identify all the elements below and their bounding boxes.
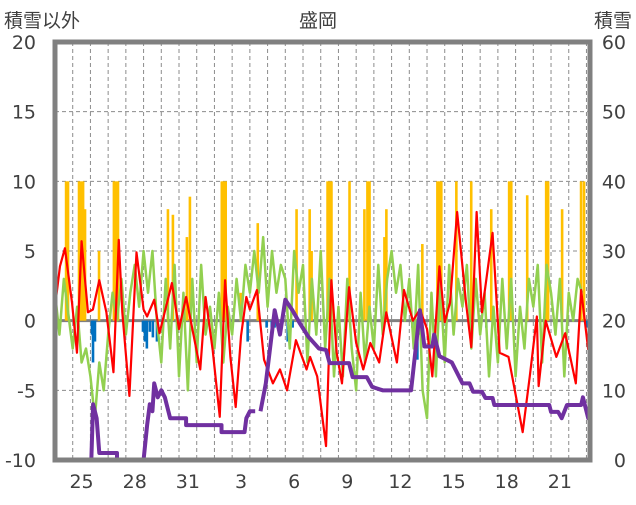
- bar-positive: [83, 209, 87, 321]
- left-tick-label: 0: [24, 311, 36, 333]
- lines: [53, 210, 592, 462]
- right-tick-label: 10: [602, 380, 626, 402]
- x-tick-label: 9: [341, 471, 353, 493]
- left-tick-label: 15: [12, 102, 36, 124]
- left-tick-label: 20: [12, 32, 36, 54]
- bar-negative: [91, 320, 95, 363]
- x-tick-label: 12: [388, 471, 412, 493]
- x-tick-label: 18: [495, 471, 519, 493]
- right-axis-label: 積雪: [594, 10, 632, 32]
- bar-negative: [93, 320, 97, 342]
- left-tick-label: 5: [24, 241, 36, 263]
- right-tick-label: 40: [602, 171, 626, 193]
- bar-positive: [385, 209, 388, 321]
- x-tick-label: 3: [235, 471, 247, 493]
- bar-negative: [291, 320, 294, 328]
- x-tick-label: 6: [288, 471, 300, 493]
- bar-positive: [368, 181, 371, 321]
- bar-negative: [143, 320, 147, 342]
- x-tick-label: 21: [548, 471, 572, 493]
- bar-positive: [363, 209, 366, 321]
- bar-positive: [366, 181, 369, 321]
- bar-positive: [579, 181, 583, 321]
- bar-positive: [421, 244, 424, 321]
- x-tick-label: 31: [176, 471, 200, 493]
- bar-positive: [348, 181, 351, 321]
- bar-negative: [585, 320, 589, 328]
- bar-positive: [185, 237, 189, 321]
- x-tick-label: 15: [441, 471, 465, 493]
- bar-positive: [220, 181, 224, 321]
- bar-negative: [145, 320, 149, 349]
- bar-positive: [489, 209, 493, 321]
- bar-negative: [265, 320, 268, 328]
- bar-positive: [438, 181, 441, 321]
- right-tick-label: 0: [614, 450, 626, 472]
- left-tick-label: 10: [12, 171, 36, 193]
- bar-positive: [114, 181, 118, 321]
- red-series-line: [53, 210, 590, 448]
- bar-positive: [507, 181, 511, 321]
- chart-title: 盛岡: [299, 10, 337, 32]
- bar-positive: [525, 195, 529, 321]
- bar-positive: [383, 237, 386, 321]
- bar-positive: [77, 181, 81, 321]
- bar-positive: [308, 209, 311, 321]
- bar-positive: [66, 181, 70, 321]
- bar-positive: [455, 181, 458, 321]
- bar-positive: [171, 214, 175, 321]
- bar-positive: [544, 181, 548, 321]
- bar-positive: [330, 181, 333, 321]
- bar-positive: [112, 181, 116, 321]
- snow-depth-line: [55, 381, 256, 462]
- plot-frame: [52, 39, 593, 463]
- right-tick-label: 50: [602, 102, 626, 124]
- bar-positive: [326, 181, 329, 321]
- bar-negative: [151, 320, 155, 338]
- bar-negative: [246, 320, 249, 342]
- bars: [64, 181, 589, 363]
- bar-positive: [546, 181, 550, 321]
- bar-negative: [148, 320, 152, 332]
- bar-positive: [469, 181, 473, 321]
- right-tick-label: 30: [602, 241, 626, 263]
- left-tick-label: -5: [17, 380, 36, 402]
- bar-positive: [224, 181, 227, 321]
- right-tick-label: 20: [602, 311, 626, 333]
- snow-depth-line: [258, 297, 592, 421]
- bar-positive: [560, 209, 564, 321]
- bar-negative: [141, 320, 145, 332]
- bar-positive: [222, 181, 226, 321]
- x-tick-label: 25: [69, 471, 93, 493]
- x-tick-label: 28: [123, 471, 147, 493]
- bar-positive: [509, 181, 513, 321]
- bar-positive: [436, 181, 439, 321]
- bar-positive: [328, 181, 331, 321]
- right-tick-label: 60: [602, 32, 626, 54]
- bar-positive: [166, 209, 170, 321]
- left-tick-label: -10: [5, 450, 36, 472]
- bar-positive: [188, 196, 192, 321]
- bar-positive: [582, 181, 586, 321]
- green-series-line: [53, 235, 584, 420]
- left-axis-label: 積雪以外: [4, 10, 80, 32]
- bar-positive: [439, 181, 443, 321]
